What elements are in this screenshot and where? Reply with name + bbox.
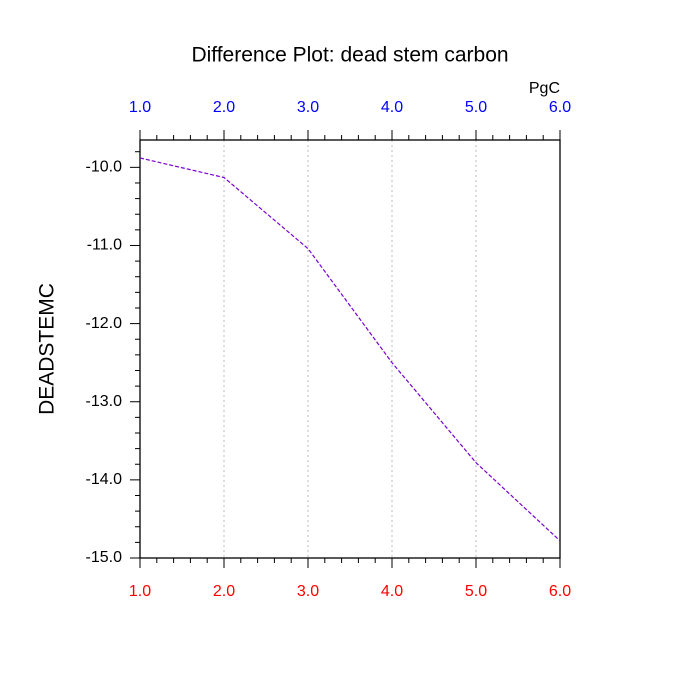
x-tick-label: 1.0	[129, 583, 151, 600]
x-tick-label: 3.0	[297, 583, 319, 600]
y-tick-label: -11.0	[87, 237, 122, 254]
x-tick-label: 5.0	[465, 583, 487, 600]
x-tick-label: 4.0	[381, 583, 403, 600]
data-line	[139, 157, 561, 542]
y-tick-label: -12.0	[86, 315, 123, 332]
x-top-tick-label: 6.0	[549, 99, 571, 116]
x-top-tick-label: 1.0	[129, 99, 151, 116]
y-tick-label: -13.0	[86, 393, 123, 410]
x-top-tick-label: 4.0	[381, 99, 403, 116]
y-tick-label: -15.0	[86, 549, 123, 566]
x-top-tick-label: 5.0	[465, 99, 487, 116]
y-tick-label: -10.0	[86, 159, 123, 176]
x-tick-label: 2.0	[213, 583, 235, 600]
plot-frame	[139, 139, 561, 559]
y-axis-label: DEADSTEMC	[36, 283, 59, 415]
chart-title: Difference Plot: dead stem carbon	[191, 44, 508, 67]
x-top-tick-label: 2.0	[213, 99, 235, 116]
x-top-tick-label: 3.0	[297, 99, 319, 116]
units-label: PgC	[529, 80, 560, 97]
x-tick-label: 6.0	[549, 583, 571, 600]
y-tick-label: -14.0	[86, 471, 123, 488]
